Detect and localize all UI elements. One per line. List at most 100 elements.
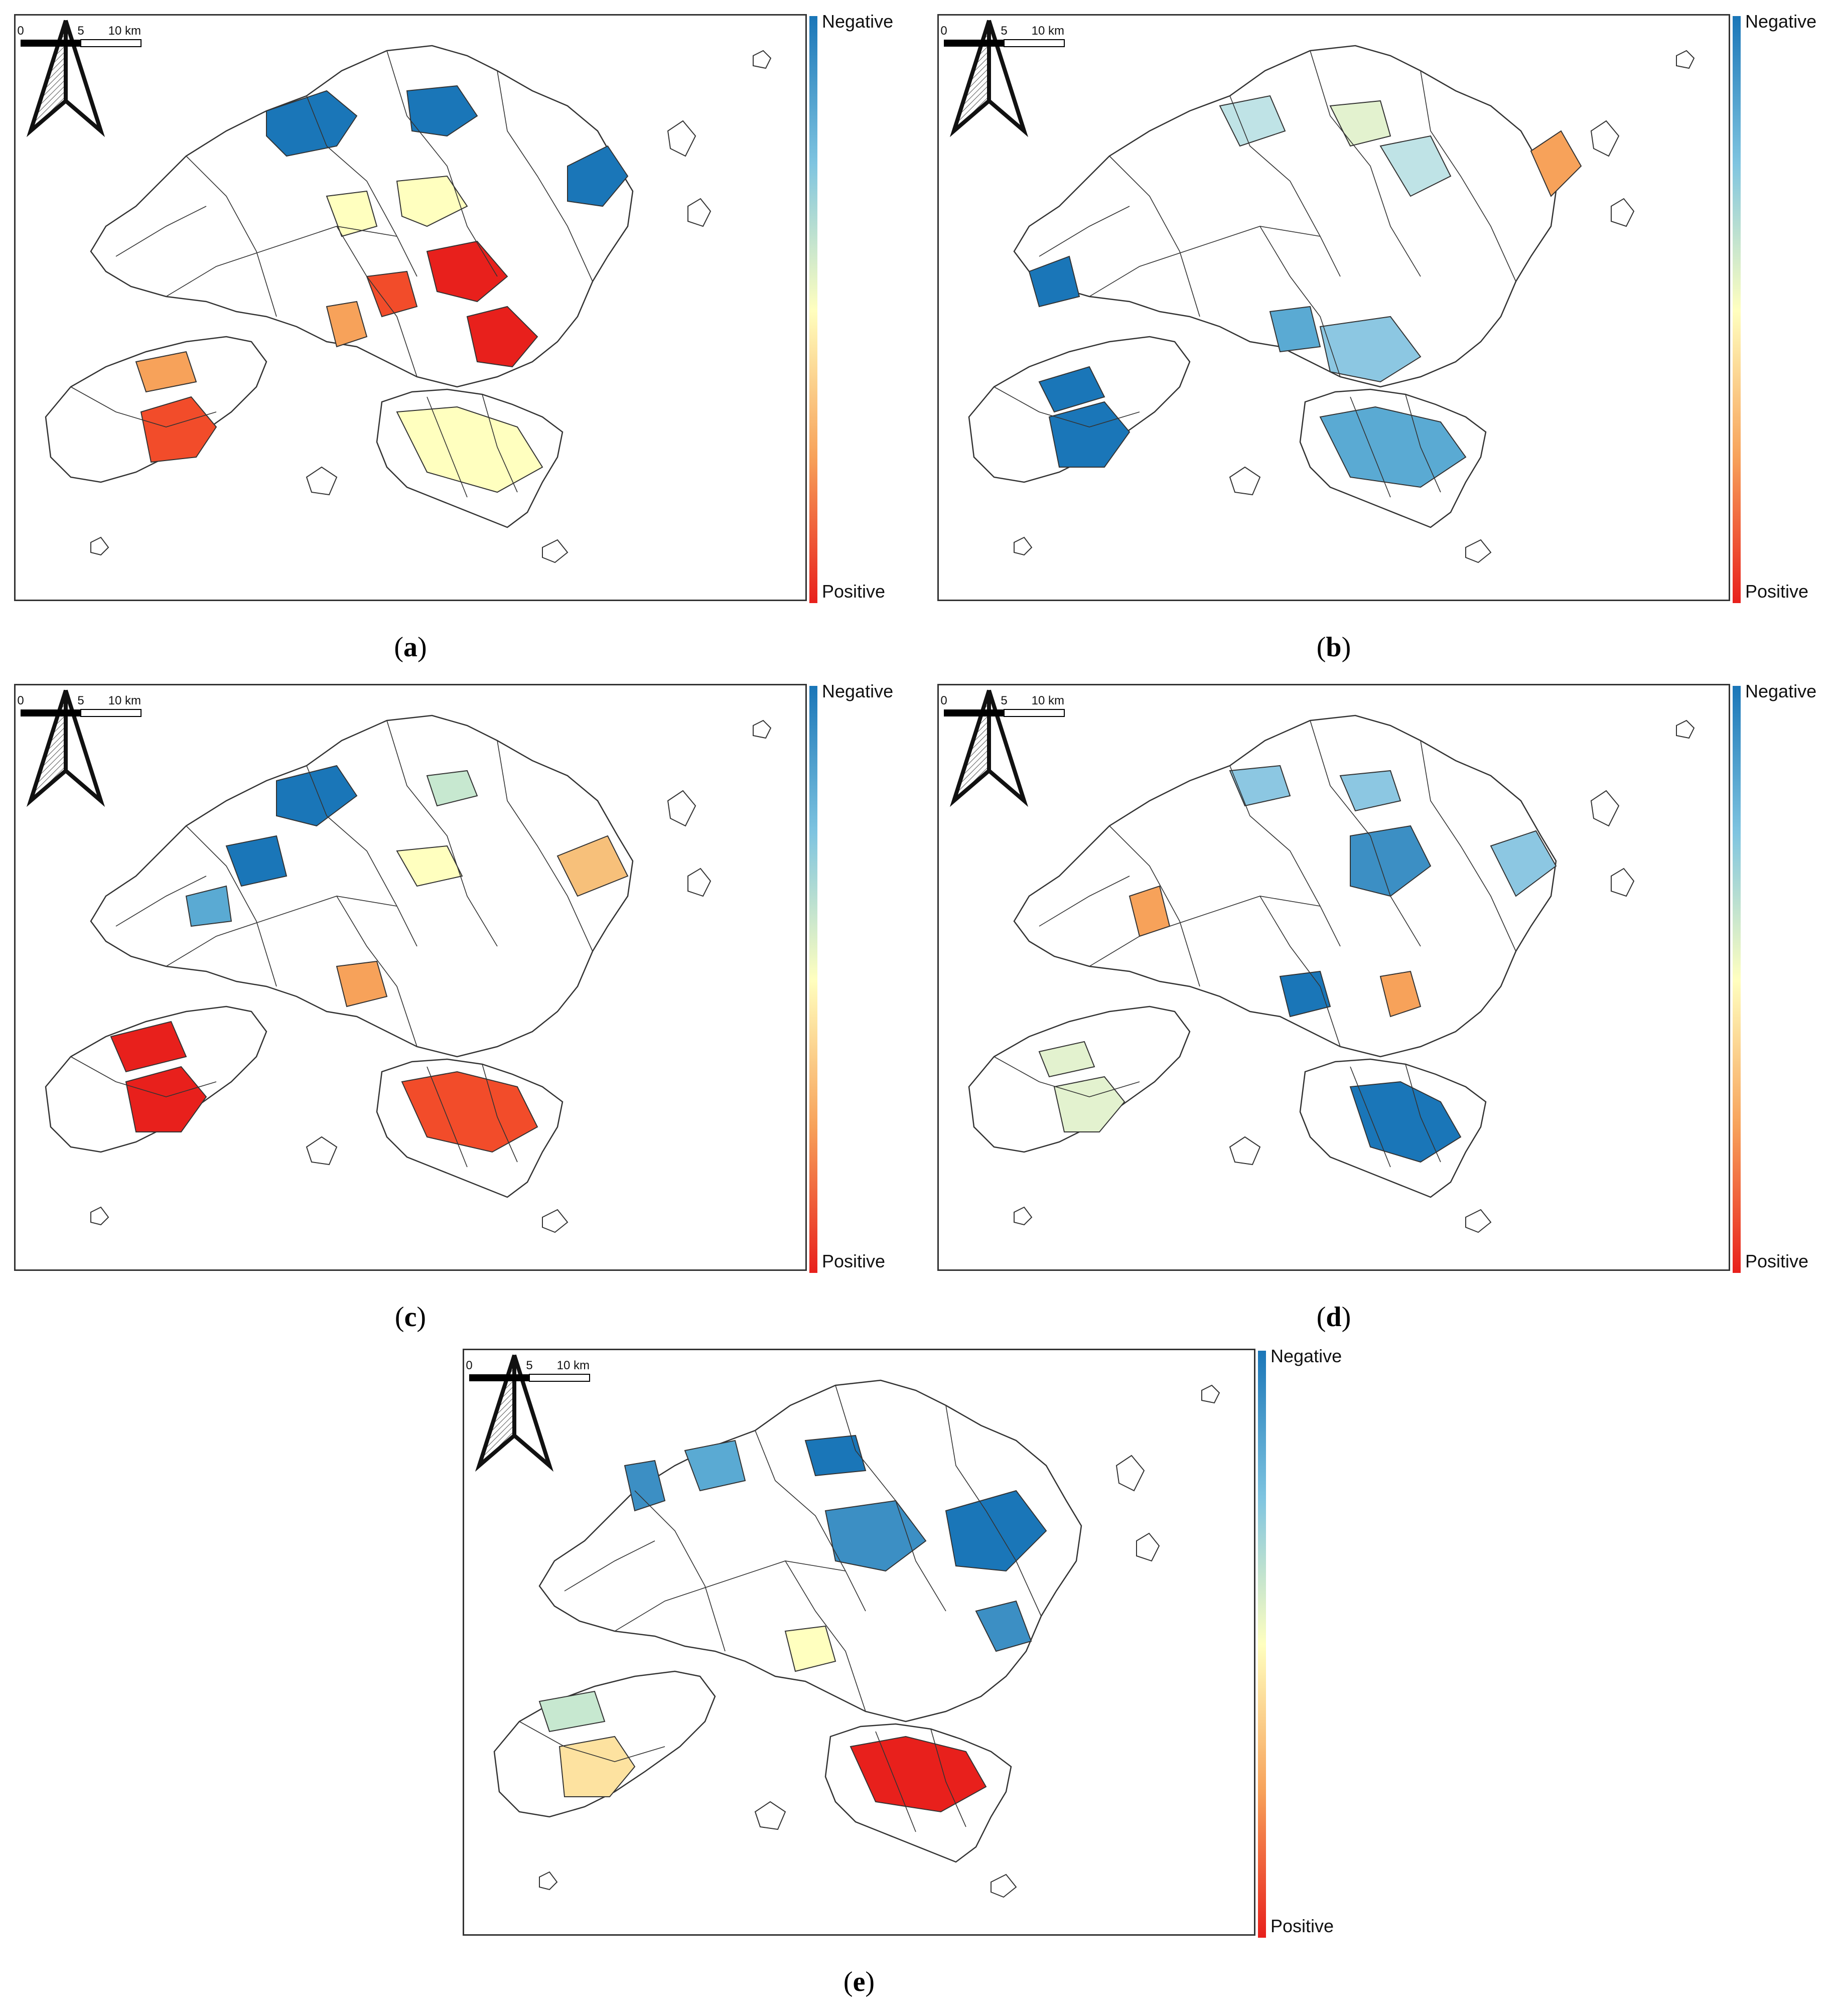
district-region (336, 960, 388, 1007)
district-region (1319, 316, 1422, 383)
district-region (1530, 130, 1582, 197)
island (1590, 120, 1620, 157)
district-region (140, 396, 217, 463)
island (1014, 536, 1033, 556)
map-panel-a: 0 5 10 km Negative Positive (a) (14, 11, 937, 681)
district-region (276, 765, 358, 827)
legend-colorbar (809, 16, 817, 603)
island (1590, 790, 1620, 827)
district-region (396, 406, 543, 493)
district-region (1379, 135, 1452, 197)
legend-negative-label: Negative (822, 681, 894, 701)
legend-negative-label: Negative (822, 11, 894, 32)
island (1229, 466, 1261, 496)
district-region (396, 175, 468, 227)
landmass (1013, 45, 1557, 388)
island (1465, 539, 1492, 563)
island (90, 1206, 109, 1226)
panel-caption: (e) (843, 1966, 875, 1997)
district-boundary (1310, 720, 1421, 947)
legend-negative-label: Negative (1745, 681, 1817, 701)
island (687, 868, 712, 897)
district-boundary (875, 1731, 916, 1832)
island (1676, 719, 1695, 739)
district-region (225, 835, 288, 887)
legend-positive-label: Positive (1745, 1251, 1809, 1271)
district-region (850, 1736, 987, 1813)
scale-tick-label: 5 (77, 694, 84, 707)
north-arrow-icon (949, 689, 1029, 807)
district-boundary (1229, 765, 1341, 947)
district-region (326, 301, 368, 348)
district-boundary (634, 1490, 726, 1652)
scale-tick-label: 0 (17, 694, 24, 707)
map-canvas (45, 45, 772, 563)
panel-caption: (d) (1316, 1302, 1351, 1333)
island (542, 539, 569, 563)
district-region (1349, 1081, 1462, 1163)
district-boundary (386, 50, 498, 277)
district-region (125, 1066, 207, 1132)
map-frame: 0 5 10 km (14, 684, 807, 1271)
district-boundary (519, 1721, 665, 1762)
district-region (975, 1600, 1032, 1652)
district-region (1379, 970, 1422, 1018)
district-region (624, 1460, 666, 1512)
district-boundary (755, 1430, 866, 1612)
panel-caption: (c) (394, 1302, 427, 1333)
landmass (1013, 714, 1557, 1058)
district-boundary (994, 386, 1140, 427)
north-arrow-icon (475, 1354, 554, 1472)
scale-bar: 0 5 10 km (466, 1359, 590, 1382)
district-region (945, 1490, 1047, 1572)
district-region (396, 845, 463, 887)
scale-tick-label: 5 (526, 1359, 532, 1372)
scale-tick-label: 10 km (557, 1359, 590, 1372)
district-region (135, 351, 197, 393)
district-boundary (497, 70, 593, 282)
scale-tick-label: 0 (940, 24, 947, 38)
north-arrow-icon (26, 689, 105, 807)
district-region (1053, 1076, 1125, 1132)
scale-tick-label: 0 (466, 1359, 472, 1372)
district-boundary (1259, 896, 1341, 1047)
island (1201, 1384, 1220, 1404)
panel-letter: c (404, 1302, 417, 1333)
district-boundary (1259, 226, 1341, 377)
scale-tick-label: 10 km (108, 24, 141, 38)
district-region (1028, 255, 1080, 308)
island (1014, 1206, 1033, 1226)
district-region (366, 270, 418, 318)
district-boundary (336, 226, 417, 377)
district-region (426, 770, 478, 807)
district-boundary (336, 896, 417, 1047)
map-panel-d: 0 5 10 km Negative Positive (d) (937, 681, 1833, 1351)
district-region (110, 1021, 187, 1073)
scale-bar: 0 5 10 km (17, 24, 142, 47)
north-arrow-icon (26, 20, 105, 137)
district-boundary (115, 206, 207, 257)
district-region (1038, 1041, 1095, 1078)
district-region (1269, 306, 1321, 353)
district-boundary (1405, 1064, 1441, 1163)
district-boundary (1350, 1066, 1391, 1168)
panel-caption: (a) (394, 632, 427, 663)
district-boundary (306, 765, 417, 947)
district-boundary (1109, 825, 1200, 987)
scale-bar: 0 5 10 km (940, 24, 1065, 47)
island (306, 466, 338, 496)
district-boundary (564, 1540, 655, 1592)
island (667, 120, 696, 157)
district-boundary (70, 1056, 217, 1097)
legend-positive-label: Positive (822, 581, 886, 602)
north-arrow-icon (949, 20, 1029, 137)
map-frame: 0 5 10 km (14, 14, 807, 601)
district-boundary (427, 1066, 468, 1168)
district-boundary (1039, 876, 1130, 927)
district-boundary (427, 396, 468, 498)
district-region (1048, 401, 1131, 468)
legend-positive-label: Positive (822, 1251, 886, 1271)
map-canvas (968, 45, 1695, 563)
scale-tick-label: 10 km (1032, 24, 1064, 38)
scale-tick-label: 5 (1001, 24, 1007, 38)
